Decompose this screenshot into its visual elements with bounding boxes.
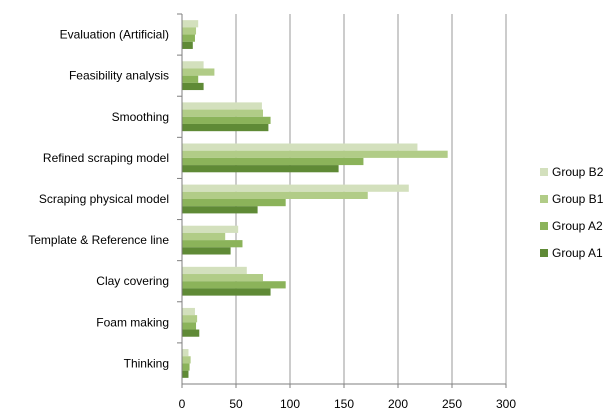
- bar-group-b1: [182, 232, 226, 241]
- bar-group-b1: [182, 150, 448, 158]
- x-tick-label: 100: [280, 397, 300, 411]
- x-tick-label: 50: [229, 397, 243, 411]
- bar-group-b1: [182, 274, 263, 282]
- bar-group-b2: [182, 307, 195, 316]
- bar-group-a1: [182, 206, 258, 214]
- category-labels: Evaluation (Artificial) Feasibility analy…: [28, 28, 169, 371]
- category-label: Scraping physical model: [39, 192, 169, 206]
- bar-group-a1: [182, 288, 271, 296]
- x-tick-label: 200: [388, 397, 408, 411]
- legend-label: Group A1: [552, 246, 603, 260]
- bar-group-a2: [182, 75, 199, 83]
- bar-group-b2: [182, 225, 239, 233]
- bar-group-b1: [182, 68, 215, 76]
- axes: [177, 13, 507, 388]
- legend-swatch: [540, 195, 548, 203]
- bar-group-b2: [182, 61, 204, 69]
- category-label: Smoothing: [112, 110, 169, 124]
- legend-swatch: [540, 222, 548, 230]
- bar-group-b2: [182, 102, 262, 110]
- bar-group-a2: [182, 281, 286, 289]
- bar-group-b2: [182, 184, 409, 192]
- x-tick-labels: 0 50 100 150 200 250 300: [179, 397, 517, 411]
- bar-group-a2: [182, 322, 197, 330]
- bar-group-a1: [182, 123, 269, 132]
- x-tick-label: 150: [334, 397, 354, 411]
- bar-group-b2: [182, 266, 247, 275]
- bar-group-b1: [182, 315, 198, 323]
- bar-group-a2: [182, 157, 364, 166]
- bar-group-b1: [182, 356, 191, 364]
- bar-group-b2: [182, 143, 418, 151]
- bar-group-b2: [182, 20, 199, 28]
- x-tick-label: 300: [496, 397, 516, 411]
- bar-group-b1: [182, 191, 368, 199]
- legend-label: Group B1: [552, 192, 604, 206]
- bar-group-a1: [182, 329, 200, 337]
- legend-label: Group B2: [552, 165, 604, 179]
- bar-group-a1: [182, 247, 231, 255]
- bar-group-a1: [182, 41, 193, 49]
- legend: Group B2 Group B1 Group A2 Group A1: [540, 165, 604, 260]
- category-label: Clay covering: [96, 274, 169, 288]
- bars: [182, 20, 448, 378]
- category-label: Evaluation (Artificial): [60, 28, 169, 42]
- x-tick-label: 0: [179, 397, 186, 411]
- bar-group-a2: [182, 34, 195, 42]
- category-label: Template & Reference line: [28, 233, 169, 247]
- bar-group-b2: [182, 349, 189, 357]
- bar-group-b1: [182, 109, 263, 117]
- bar-group-a1: [182, 370, 189, 378]
- legend-label: Group A2: [552, 219, 603, 233]
- bar-group-a1: [182, 82, 204, 91]
- bar-group-a1: [182, 165, 339, 173]
- bar-group-a2: [182, 199, 286, 207]
- bar-group-a2: [182, 240, 243, 248]
- bar-group-a2: [182, 363, 190, 371]
- category-label: Foam making: [96, 315, 169, 329]
- category-label: Thinking: [124, 356, 169, 370]
- legend-swatch: [540, 249, 548, 257]
- category-label: Refined scraping model: [43, 151, 169, 165]
- legend-swatch: [540, 168, 548, 176]
- category-label: Feasibility analysis: [69, 69, 169, 83]
- x-tick-label: 250: [442, 397, 462, 411]
- bar-group-a2: [182, 116, 271, 124]
- bar-group-b1: [182, 27, 197, 35]
